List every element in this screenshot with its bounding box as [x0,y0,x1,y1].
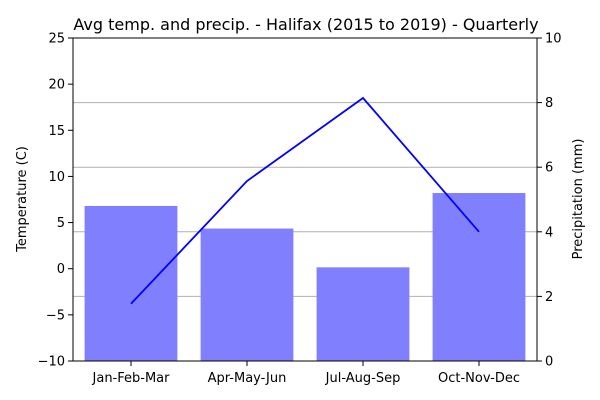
y-tick-label-left: 10 [48,170,65,185]
y-tick-label-right: 4 [545,225,553,240]
y-tick-label-right: 8 [545,96,553,111]
y-tick-label-left: −10 [38,355,65,370]
y-axis-label-right: Precipitation (mm) [571,139,586,260]
y-axis-label-left: Temperature (C) [15,146,30,253]
line-group [130,96,480,305]
plot-frame [72,37,538,362]
x-tick-label: Apr-May-Jun [208,371,287,386]
x-tick-label: Jul-Aug-Sep [325,371,401,386]
x-tick-label: Oct-Nov-Dec [438,371,520,386]
y-tick-label-left: 5 [57,216,65,231]
y-tick-label-left: −5 [46,308,65,323]
temperature-line [130,96,480,305]
y-tick-label-right: 6 [545,161,553,176]
axes-group: −10 −5 0 5 10 15 20 25 0 2 4 6 8 10 Jan-Feb-Mar Apr-May… [38,32,562,387]
precip-bar [200,228,294,361]
y-tick-label-right: 2 [545,290,553,305]
precip-bar [84,205,178,361]
y-tick-label-left: 15 [48,124,65,139]
y-tick-label-right: 10 [545,32,562,47]
precip-bar [316,267,410,361]
x-tick-label: Jan-Feb-Mar [92,371,171,386]
y-tick-label-left: 20 [48,78,65,93]
precip-bar [432,193,526,361]
y-tick-label-left: 0 [57,262,65,277]
y-tick-label-right: 0 [545,355,553,370]
bars-group [84,193,526,361]
chart-title: Avg temp. and precip. - Halifax (2015 to… [73,15,538,34]
y-tick-label-left: 25 [48,32,65,47]
